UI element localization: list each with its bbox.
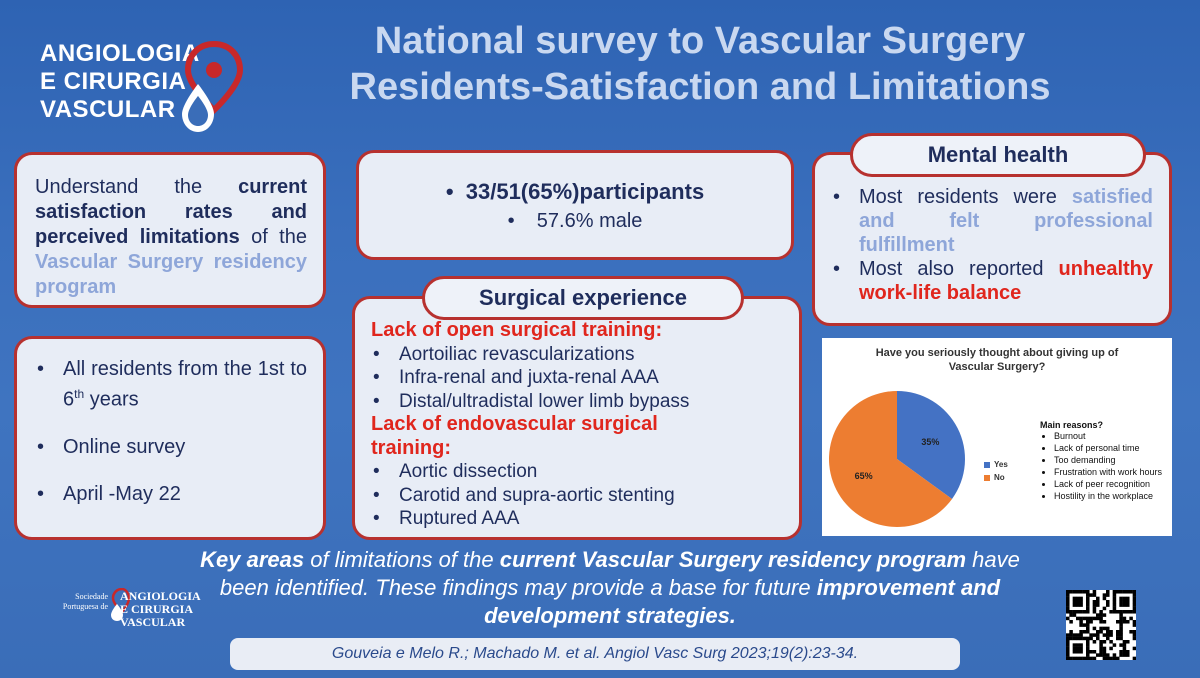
reasons-heading: Main reasons? <box>1040 420 1104 430</box>
drop-pin-logo-icon <box>182 40 244 132</box>
reason-item: Burnout <box>1054 430 1162 442</box>
objective-box: Understand the current satisfaction rate… <box>14 152 326 308</box>
open-training-item: Infra-renal and juxta-renal AAA <box>371 366 783 390</box>
title-line-2: Residents-Satisfaction and Limitations <box>349 66 1051 108</box>
population-item-3: April -May 22 <box>35 482 307 507</box>
chart-title: Have you seriously thought about giving … <box>875 347 1119 373</box>
objective-text-1: Understand the <box>35 176 239 198</box>
conclusion-text: Key areas of limitations of the current … <box>200 547 1020 628</box>
footer-logo-small-1: Sociedade <box>75 592 108 601</box>
chart-legend: Yes No <box>984 460 1008 482</box>
surgical-experience-pill: Surgical experience <box>422 276 744 320</box>
reason-item: Frustration with work hours <box>1054 466 1162 478</box>
objective-highlight: current satisfaction rates and perceived… <box>35 176 307 248</box>
page-title: National survey to Vascular Surgery Resi… <box>250 18 1150 110</box>
reason-item: Lack of personal time <box>1054 442 1162 454</box>
participants-box: • 33/51(65%)participants • 57.6% male <box>356 150 794 260</box>
logo-line-2: E CIRURGIA <box>40 68 187 95</box>
reasons-panel: Main reasons? BurnoutLack of personal ti… <box>1040 420 1162 502</box>
open-training-item: Aortoiliac revascularizations <box>371 343 783 367</box>
endo-training-item: Ruptured AAA <box>371 507 783 531</box>
logo-line-3: VASCULAR <box>40 96 176 123</box>
qr-code-icon[interactable] <box>1066 590 1136 660</box>
open-training-item: Distal/ultradistal lower limb bypass <box>371 390 783 414</box>
male-line: • 57.6% male <box>507 210 643 232</box>
pie-slice-yes <box>897 391 965 499</box>
reason-item: Hostility in the workplace <box>1054 490 1162 502</box>
footer-logo-big-3: VASCULAR <box>120 615 186 629</box>
endo-training-item: Carotid and supra-aortic stenting <box>371 484 783 508</box>
mental-health-pill: Mental health <box>850 133 1146 177</box>
participants-line: • 33/51(65%)participants <box>445 179 705 204</box>
endo-training-heading: Lack of endovascular surgical training: <box>371 413 658 459</box>
objective-program: Vascular Surgery residency program <box>35 251 307 298</box>
footer-logo-big-1: ANGIOLOGIA <box>120 589 201 603</box>
reasons-list: BurnoutLack of personal timeToo demandin… <box>1040 430 1162 502</box>
logo-line-1: ANGIOLOGIA <box>40 40 200 67</box>
endo-training-list: Aortic dissectionCarotid and supra-aorti… <box>371 460 783 531</box>
objective-text-2: of the <box>239 226 307 248</box>
population-item-2: Online survey <box>35 435 307 460</box>
open-training-heading: Lack of open surgical training: <box>371 319 663 341</box>
reason-item: Lack of peer recognition <box>1054 478 1162 490</box>
mental-item-1: Most residents were satisfied and felt p… <box>831 185 1153 257</box>
footer-logo-small-2: Portuguesa de <box>62 602 108 611</box>
pie-label-yes: 35% <box>921 437 939 447</box>
population-item-1: All residents from the 1st to 6th years <box>35 357 307 413</box>
pie-label-no: 65% <box>855 471 873 481</box>
footer-logo-big-2: E CIRURGIA <box>120 602 194 616</box>
chart-panel: Have you seriously thought about giving … <box>822 338 1172 536</box>
footer-logo: Sociedade Portuguesa de ANGIOLOGIA E CIR… <box>28 588 228 638</box>
logo-text: ANGIOLOGIA E CIRURGIA VASCULAR <box>40 40 200 124</box>
pie-slice-no <box>829 391 953 527</box>
mental-item-2: Most also reported unhealthy work-life b… <box>831 257 1153 305</box>
open-training-list: Aortoiliac revascularizationsInfra-renal… <box>371 343 783 414</box>
legend-no: No <box>984 473 1008 482</box>
title-line-1: National survey to Vascular Surgery <box>374 20 1026 62</box>
mental-health-box: Most residents were satisfied and felt p… <box>812 152 1172 326</box>
legend-yes: Yes <box>984 460 1008 469</box>
footer-drop-pin-icon <box>111 588 130 621</box>
surgical-experience-box: Lack of open surgical training: Aortoili… <box>352 296 802 540</box>
population-box: All residents from the 1st to 6th years … <box>14 336 326 540</box>
endo-training-item: Aortic dissection <box>371 460 783 484</box>
reason-item: Too demanding <box>1054 454 1162 466</box>
pie-chart: 35% 65% <box>829 391 965 527</box>
citation: Gouveia e Melo R.; Machado M. et al. Ang… <box>230 638 960 670</box>
